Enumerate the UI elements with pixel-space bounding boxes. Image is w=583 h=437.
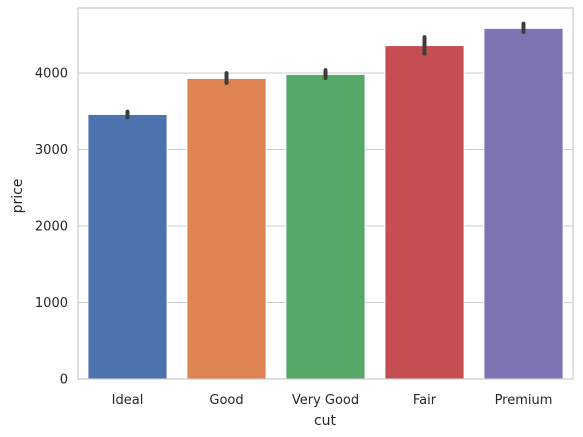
- y-tick-label: 3000: [35, 143, 68, 158]
- bar-ideal: [87, 113, 168, 380]
- bar-very-good: [285, 73, 366, 380]
- bars: [87, 27, 564, 380]
- bar-good: [186, 77, 267, 380]
- x-tick-label: Good: [209, 393, 243, 408]
- y-tick-labels: 0 1000 2000 3000 4000: [35, 67, 68, 388]
- x-tick-label: Fair: [413, 393, 437, 408]
- error-bars: [125, 21, 526, 120]
- x-tick-label: Very Good: [292, 393, 359, 408]
- y-axis-label: price: [10, 179, 26, 214]
- y-tick-label: 1000: [35, 296, 68, 311]
- x-axis-label: cut: [314, 413, 337, 429]
- x-tick-label: Premium: [495, 393, 553, 408]
- y-tick-label: 2000: [35, 220, 68, 235]
- x-tick-label: Ideal: [112, 393, 144, 408]
- plot-frame: [77, 7, 574, 380]
- y-tick-label: 4000: [35, 67, 68, 82]
- bar-premium: [483, 27, 564, 380]
- y-tick-label: 0: [60, 373, 68, 388]
- x-tick-labels: Ideal Good Very Good Fair Premium: [112, 393, 553, 408]
- bar-fair: [384, 45, 465, 380]
